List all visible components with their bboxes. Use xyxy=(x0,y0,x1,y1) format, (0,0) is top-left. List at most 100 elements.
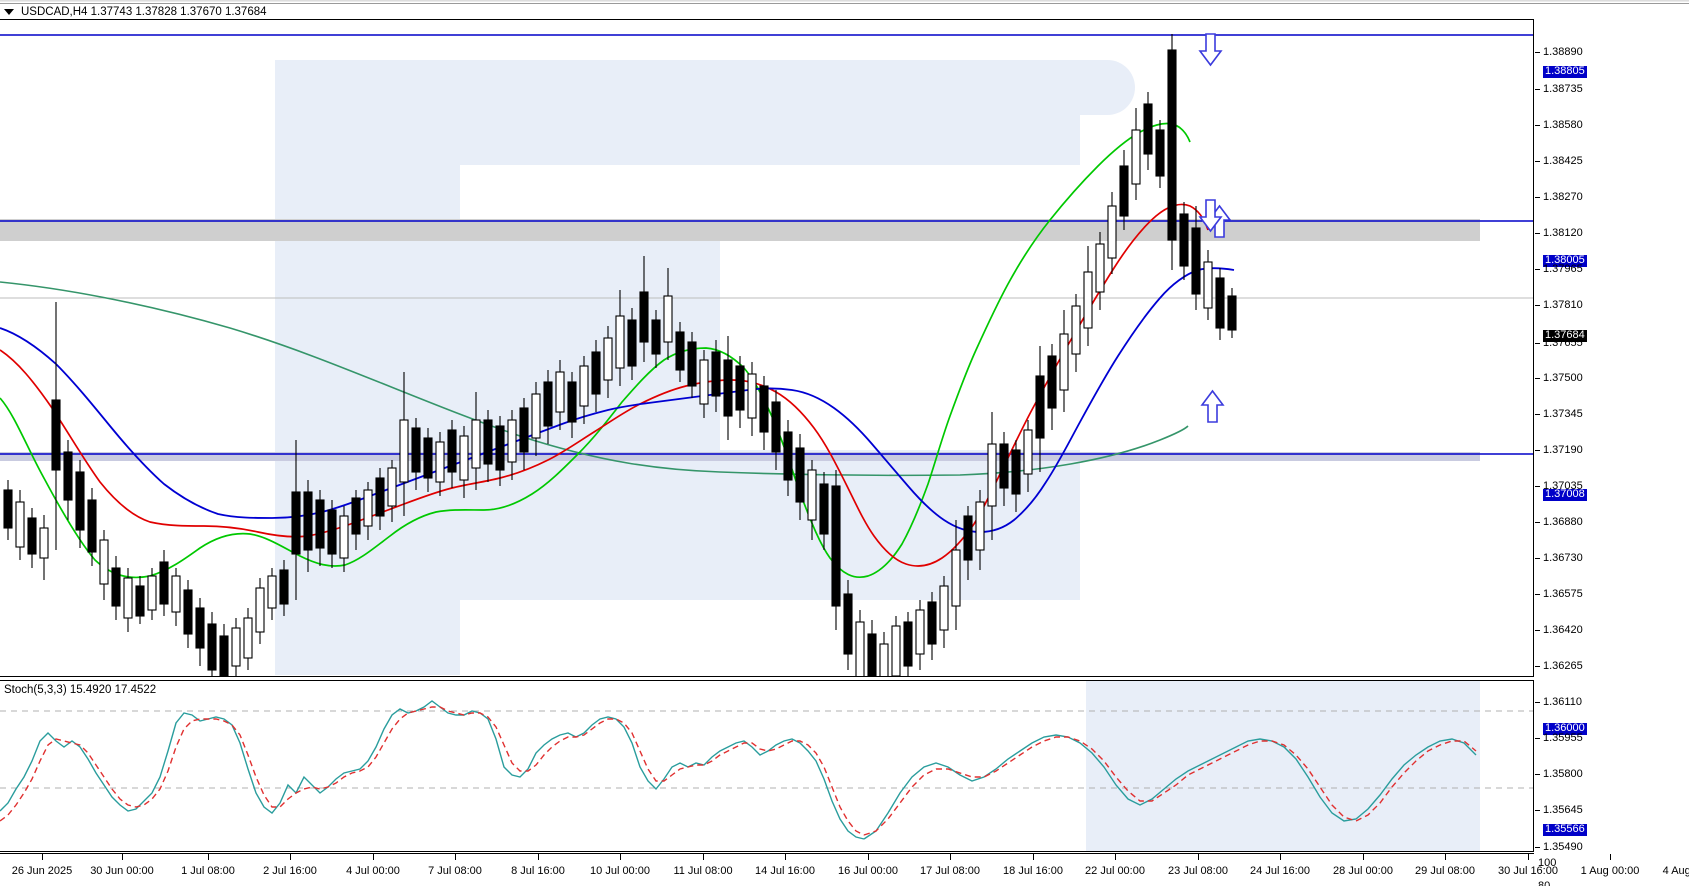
price-scale[interactable]: 1.38890 1.38805 1.38735 1.38580 1.38425 1.382… xyxy=(1535,19,1689,886)
tick-mark xyxy=(1535,665,1540,667)
sell-signal-arrow-top xyxy=(1198,33,1223,67)
sr-band-137008 xyxy=(0,452,1480,461)
stoch-d-line-2 xyxy=(863,736,1477,836)
tick-mark xyxy=(1535,557,1540,559)
stochastic-svg xyxy=(0,681,1533,851)
price-tick-label: 1.37190 xyxy=(1543,444,1583,456)
tick-mark xyxy=(1535,342,1540,344)
time-axis-label: 18 Jul 16:00 xyxy=(1003,865,1063,877)
stoch-tick-label: 80 xyxy=(1538,880,1551,886)
time-axis-tick xyxy=(950,854,951,860)
price-tick-135645: 1.35645 xyxy=(1535,805,1583,816)
sr-band-138005 xyxy=(0,219,1480,241)
price-tick-label: 1.37655 xyxy=(1543,337,1583,349)
price-tick-label: 1.38580 xyxy=(1543,119,1583,131)
stochastic-pane[interactable]: Stoch(5,3,3) 15.4920 17.4522 xyxy=(0,680,1534,852)
price-pane[interactable] xyxy=(0,19,1534,676)
tick-mark xyxy=(1535,377,1540,379)
sell-signal-arrow-mid xyxy=(1198,199,1223,233)
time-axis-label: 22 Jul 00:00 xyxy=(1085,865,1145,877)
indicator-label: Stoch(5,3,3) 15.4920 17.4522 xyxy=(4,684,157,696)
tick-mark xyxy=(1535,809,1540,811)
tick-mark xyxy=(1535,701,1540,703)
price-tick-136730: 1.36730 xyxy=(1535,553,1583,564)
stoch-k-line xyxy=(0,700,865,840)
tick-mark xyxy=(1535,593,1540,595)
time-axis-tick xyxy=(538,854,539,860)
tick-mark xyxy=(1535,413,1540,415)
price-tick-label: 1.36420 xyxy=(1543,624,1583,636)
price-tick-label: 1.36730 xyxy=(1543,552,1583,564)
ma-teal-line xyxy=(0,281,1189,477)
signal-arrows xyxy=(1198,33,1232,423)
price-tick-138580: 1.38580 xyxy=(1535,120,1583,131)
tick-mark xyxy=(1535,737,1540,739)
time-axis-label: 11 Jul 08:00 xyxy=(673,865,733,877)
time-axis-tick xyxy=(1198,854,1199,860)
tick-mark xyxy=(1535,51,1540,53)
price-tick-label: 1.38805 xyxy=(1543,65,1587,78)
time-axis-tick xyxy=(1445,854,1446,860)
time-axis-tick xyxy=(208,854,209,860)
price-tick-label: 1.37684 xyxy=(1543,329,1587,342)
price-tick-label: 1.37810 xyxy=(1543,299,1583,311)
time-axis-label: 28 Jul 00:00 xyxy=(1333,865,1393,877)
price-tick-138805: 1.38805 xyxy=(1535,66,1587,78)
time-axis-tick xyxy=(1033,854,1034,860)
price-tick-label: 1.38425 xyxy=(1543,155,1583,167)
price-tick-label: 1.35955 xyxy=(1543,732,1583,744)
price-tick-label: 1.37345 xyxy=(1543,408,1583,420)
tick-mark xyxy=(1535,485,1540,487)
time-axis-label: 26 Jun 2025 xyxy=(11,865,73,877)
time-axis-label: 14 Jul 16:00 xyxy=(755,865,815,877)
tick-mark xyxy=(1535,629,1540,631)
time-axis-tick xyxy=(1363,854,1364,860)
price-tick-137965: 1.37965 xyxy=(1535,264,1583,275)
toolbar-strip xyxy=(0,0,1689,4)
tick-mark xyxy=(1535,124,1540,126)
price-tick-label: 1.35566 xyxy=(1543,823,1587,836)
time-scale[interactable]: 26 Jun 2025 30 Jun 00:00 1 Jul 08:00 2 Jul … xyxy=(0,853,1689,886)
candlestick-series xyxy=(3,34,1237,676)
price-tick-136265: 1.36265 xyxy=(1535,661,1583,672)
price-tick-label: 1.38005 xyxy=(1543,254,1587,267)
time-axis-label: 4 Jul 00:00 xyxy=(346,865,400,877)
price-tick-label: 1.36880 xyxy=(1543,516,1583,528)
price-tick-136575: 1.36575 xyxy=(1535,589,1583,600)
price-tick-label: 1.37500 xyxy=(1543,372,1583,384)
stoch-tick-label: 100 xyxy=(1538,857,1557,869)
price-tick-138890: 1.38890 xyxy=(1535,47,1583,58)
time-axis-label: 17 Jul 08:00 xyxy=(920,865,980,877)
time-axis-label: 1 Aug 00:00 xyxy=(1580,865,1640,877)
price-tick-135490: 1.35490 xyxy=(1535,842,1583,853)
time-axis-label: 10 Jul 00:00 xyxy=(590,865,650,877)
price-tick-135566: 1.35566 xyxy=(1535,824,1587,836)
price-tick-label: 1.37965 xyxy=(1543,263,1583,275)
stoch-tick-100: 100 xyxy=(1535,858,1556,869)
price-tick-137008: 1.37008 xyxy=(1535,489,1587,501)
time-axis-label: 16 Jul 00:00 xyxy=(838,865,898,877)
ma-red-line xyxy=(0,203,1209,567)
chevron-down-icon[interactable] xyxy=(4,9,14,15)
price-tick-label: 1.36265 xyxy=(1543,660,1583,672)
price-tick-label: 1.37008 xyxy=(1543,488,1587,501)
tick-mark xyxy=(1535,449,1540,451)
ma-green-line xyxy=(0,122,1191,579)
time-axis-tick xyxy=(785,854,786,860)
price-tick-label: 1.38270 xyxy=(1543,191,1583,203)
price-tick-label: 1.36575 xyxy=(1543,588,1583,600)
tick-mark xyxy=(1535,160,1540,162)
price-tick-label: 1.38735 xyxy=(1543,83,1583,95)
toolbar-gradient xyxy=(0,0,1689,2)
price-tick-135955: 1.35955 xyxy=(1535,733,1583,744)
price-tick-138270: 1.38270 xyxy=(1535,192,1583,203)
price-tick-137190: 1.37190 xyxy=(1535,445,1583,456)
price-tick-136880: 1.36880 xyxy=(1535,517,1583,528)
price-tick-label: 1.35645 xyxy=(1543,804,1583,816)
pane-separator[interactable] xyxy=(0,676,1534,680)
chart-symbol-label: USDCAD,H4 1.37743 1.37828 1.37670 1.3768… xyxy=(21,6,267,18)
time-axis-label: 7 Jul 08:00 xyxy=(428,865,482,877)
stoch-watermark xyxy=(1086,681,1480,851)
tick-mark xyxy=(1535,521,1540,523)
